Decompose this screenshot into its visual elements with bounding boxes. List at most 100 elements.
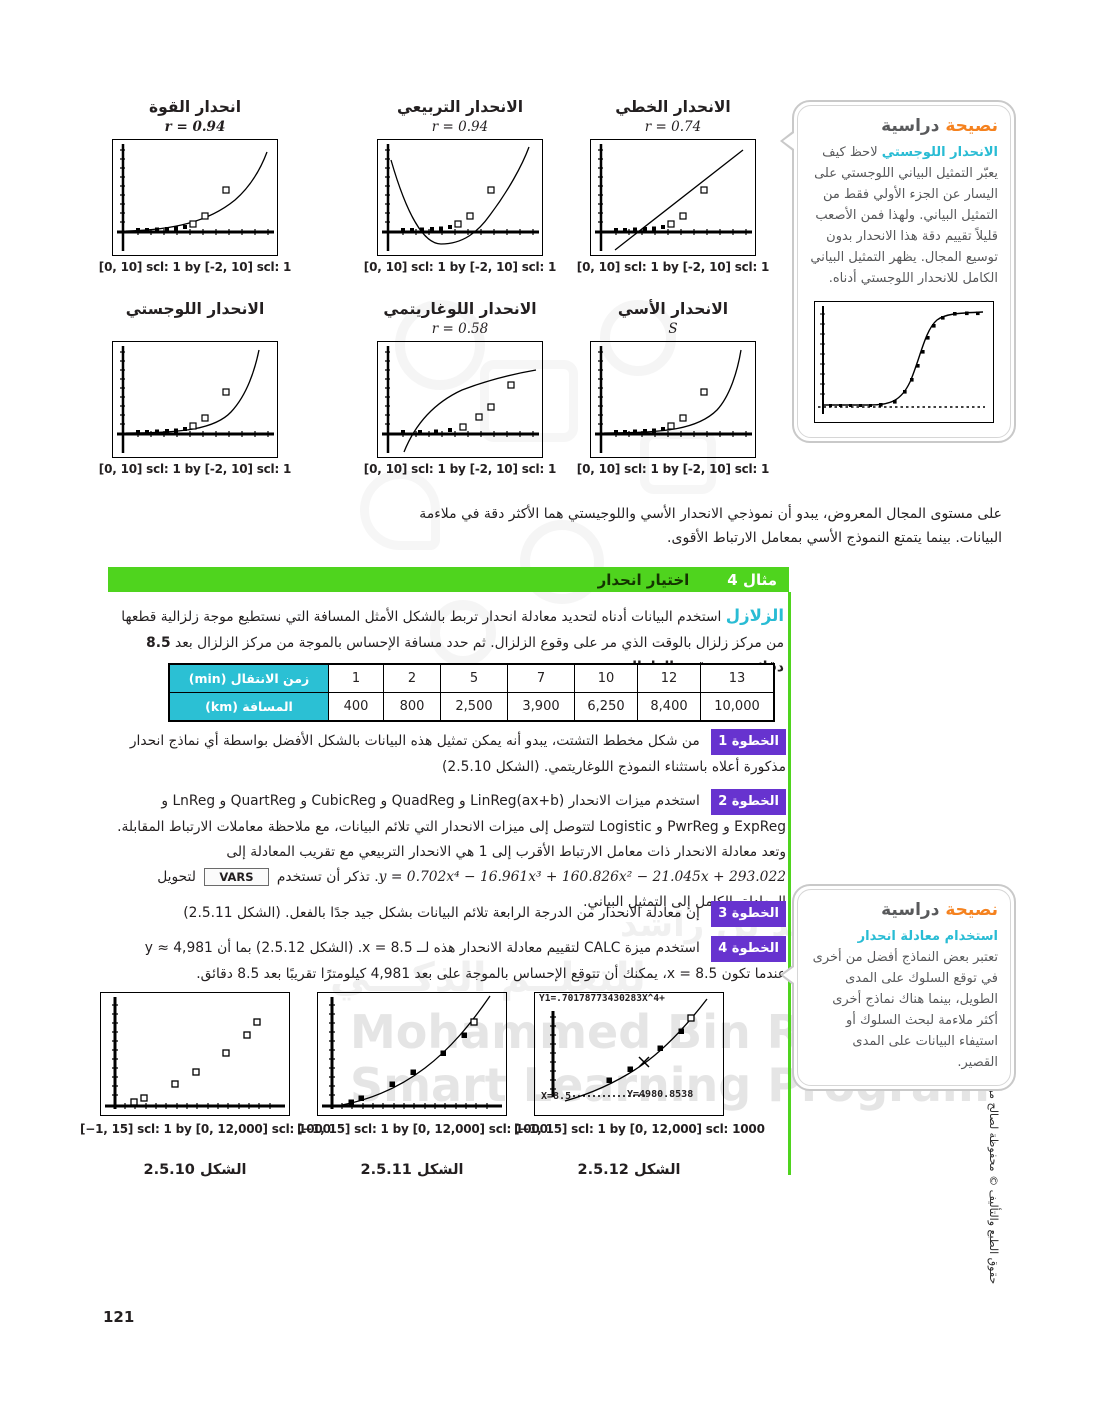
graph-power-regression: انحدار القوة r = 0.94 [0, 10] scl: 1 by … — [92, 98, 298, 274]
graph-r-value: S — [668, 321, 678, 338]
figure-2-5-11: [−1, 15] scl: 1 by [0, 12,000] scl: 1000… — [297, 992, 548, 1178]
figure-word: الشكل — [633, 1162, 681, 1178]
example-right-rule — [788, 592, 791, 1175]
graph-r-value: r = 0.94 — [164, 119, 226, 136]
step-3-text: إن معادلة الانحدار من الدرجة الرابعة تلا… — [183, 905, 700, 921]
y-readout: Y=4980.8538 — [627, 1089, 694, 1100]
regression-equation: y = 0.702x⁴ − 16.961x³ + 160.826x² − 21.… — [378, 869, 786, 886]
distance-cell: 8,400 — [637, 692, 701, 722]
study-tip-body: الانحدار اللوجستي لاحظ كيف يعبّر التمثيل… — [810, 142, 998, 289]
study-tip-using-regression: نصيحة دراسية استخدام معادلة انحدار تعتبر… — [780, 884, 1016, 1092]
logarithmic-graph-plot — [377, 341, 543, 459]
graph-exponential-regression: الانحدار الأسي S [0, 10] scl: 1 by [-2, … — [570, 300, 776, 476]
step-4-text: استخدم ميزة CALC لتقييم معادلة الانحدار … — [144, 940, 786, 983]
time-cell: 12 — [637, 663, 701, 693]
figure-word: الشكل — [416, 1162, 464, 1178]
scatter-plot — [100, 992, 290, 1116]
graph-linear-regression: الانحدار الخطي r = 0.74 [0, 10] scl: 1 b… — [570, 98, 776, 274]
figure-number: 2.5.12 — [577, 1162, 629, 1178]
time-cell: 13 — [700, 663, 775, 693]
graph-title: الانحدار اللوجستي — [125, 300, 265, 318]
linear-graph-plot — [590, 139, 756, 257]
table-row-distance: المسافة (km) 400 800 2,500 3,900 6,250 8… — [168, 692, 775, 722]
tip-title-word-2: دراسية — [881, 116, 940, 136]
graph-r-value: r = 0.74 — [644, 119, 702, 136]
graph-window-caption: [0, 10] scl: 1 by [-2, 10] scl: 1 — [98, 260, 292, 275]
distance-cell: 10,000 — [700, 692, 775, 722]
graph-logistic-regression: الانحدار اللوجستي [0, 10] scl: 1 by [-2,… — [92, 300, 298, 476]
tip-title-word-2: دراسية — [881, 900, 940, 920]
time-cell: 5 — [440, 663, 508, 693]
step-2-text-b: . تذكر أن تستخدم — [276, 869, 379, 886]
step-1-badge: الخطوة 1 — [711, 729, 786, 756]
figure-window-caption: [−1, 15] scl: 1 by [0, 12,000] scl: 1000 — [297, 1122, 548, 1136]
graph-title: الانحدار التربيعي — [396, 98, 524, 116]
figure-word: الشكل — [199, 1162, 247, 1178]
time-cell: 10 — [574, 663, 638, 693]
step-3: الخطوة 3 إن معادلة الانحدار من الدرجة ال… — [112, 901, 786, 928]
time-cell: 1 — [328, 663, 384, 693]
figure-number: 2.5.11 — [360, 1162, 412, 1178]
tip-lead-term: الانحدار اللوجستي — [881, 145, 998, 160]
power-graph-plot — [112, 139, 278, 257]
vars-key: VARS — [204, 868, 269, 887]
step-1: الخطوة 1 من شكل مخطط التشتت، يبدو أنه يم… — [112, 729, 786, 780]
figure-window-caption: [−1, 15] scl: 1 by [0, 12,000] scl: 1000 — [514, 1122, 765, 1136]
tip-title-word-1: نصيحة — [945, 900, 998, 920]
step-1-text: من شكل مخطط التشتت، يبدو أنه يمكن تمثيل … — [129, 733, 786, 776]
graph-r-value: r = 0.58 — [431, 321, 489, 338]
graph-title: الانحدار الخطي — [615, 98, 731, 116]
speech-bubble-tail — [780, 130, 794, 152]
graph-title: انحدار القوة — [148, 98, 242, 116]
study-tip-body: استخدام معادلة انحدار تعتبر بعض النماذج … — [810, 926, 998, 1073]
calc-evaluation-screen: Y1=.70178773430283X^4+ X=8.5 Y=4980.8538 — [534, 992, 724, 1116]
example-intro-text: استخدم البيانات أدناه لتحديد معادلة انحد… — [121, 609, 784, 651]
table-row-time: زمن الانتقال (min) 1 2 5 7 10 12 13 — [168, 663, 775, 693]
distance-cell: 2,500 — [440, 692, 508, 722]
graph-window-caption: [0, 10] scl: 1 by [-2, 10] scl: 1 — [363, 462, 557, 477]
figure-label: الشكل 2.5.12 — [514, 1162, 744, 1178]
example-banner: مثال 4 اختيار انحدار — [108, 567, 789, 592]
figure-label: الشكل 2.5.10 — [80, 1162, 310, 1178]
summary-paragraph: على مستوى المجال المعروض، يبدو أن نموذجي… — [419, 506, 1002, 546]
figure-2-5-12: Y1=.70178773430283X^4+ X=8.5 Y=4980.8538… — [514, 992, 765, 1178]
graph-title: الانحدار اللوغاريتمي — [383, 300, 537, 318]
tip-body-text: لاحظ كيف يعبّر التمثيل البياني اللوجستي … — [810, 145, 998, 287]
example-number-badge: مثال 4 — [727, 570, 777, 589]
graph-r-value: r = 0.94 — [431, 119, 489, 136]
study-tip-title: نصيحة دراسية — [810, 116, 998, 136]
figure-number: 2.5.10 — [143, 1162, 195, 1178]
distance-cell: 400 — [328, 692, 384, 722]
graph-logarithmic-regression: الانحدار اللوغاريتمي r = 0.58 [0, 10] sc… — [357, 300, 563, 476]
speech-bubble-tail — [780, 964, 794, 986]
distance-row-label: المسافة (km) — [168, 692, 329, 722]
step-4-badge: الخطوة 4 — [711, 936, 786, 963]
step-2-badge: الخطوة 2 — [711, 789, 786, 816]
time-cell: 7 — [507, 663, 575, 693]
step-2-text-a: استخدم ميزات الانحدار LinReg(ax+b) و Qua… — [117, 793, 786, 861]
graph-window-caption: [0, 10] scl: 1 by [-2, 10] scl: 1 — [363, 260, 557, 275]
distance-cell: 800 — [383, 692, 441, 722]
distance-cell: 6,250 — [574, 692, 638, 722]
graph-r-value — [92, 319, 298, 339]
regression-curve-plot — [317, 992, 507, 1116]
graph-title: الانحدار الأسي — [617, 300, 729, 318]
tip-body-text: تعتبر بعض النماذج أفضل من أخرى في توقع ا… — [812, 950, 998, 1071]
step-2: الخطوة 2 استخدم ميزات الانحدار LinReg(ax… — [112, 789, 786, 915]
time-cell: 2 — [383, 663, 441, 693]
step-4: الخطوة 4 استخدم ميزة CALC لتقييم معادلة … — [112, 936, 786, 987]
graph-window-caption: [0, 10] scl: 1 by [-2, 10] scl: 1 — [98, 462, 292, 477]
quadratic-graph-plot — [377, 139, 543, 257]
x-readout: X=8.5 — [541, 1091, 572, 1102]
figure-label: الشكل 2.5.11 — [297, 1162, 527, 1178]
exponential-graph-plot — [590, 341, 756, 459]
study-tip-title: نصيحة دراسية — [810, 900, 998, 920]
example-lead-word: الزلازل — [725, 606, 784, 625]
graph-window-caption: [0, 10] scl: 1 by [-2, 10] scl: 1 — [576, 462, 770, 477]
logistic-graph-plot — [112, 341, 278, 459]
page-number: 121 — [103, 1308, 135, 1326]
graph-quadratic-regression: الانحدار التربيعي r = 0.94 [0, 10] scl: … — [357, 98, 563, 274]
study-tip-logistic: نصيحة دراسية الانحدار اللوجستي لاحظ كيف … — [780, 100, 1016, 444]
distance-cell: 3,900 — [507, 692, 575, 722]
figure-2-5-10: [−1, 15] scl: 1 by [0, 12,000] scl: 1000… — [80, 992, 331, 1178]
